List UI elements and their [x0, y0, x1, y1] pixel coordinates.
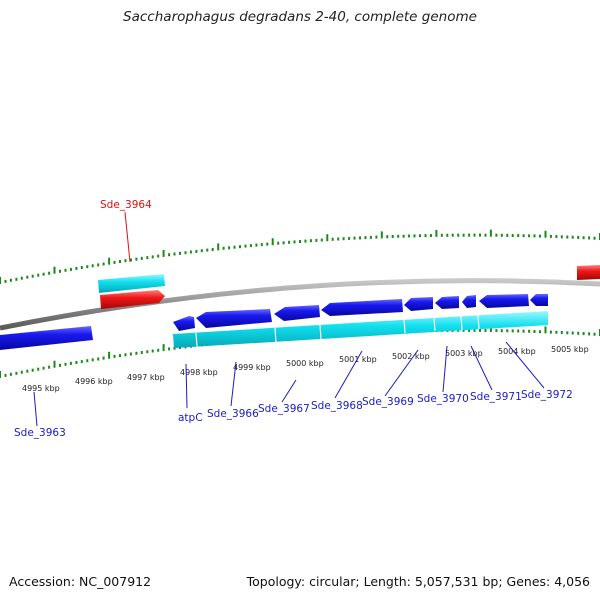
cds-sde-3969[interactable]	[404, 297, 433, 311]
kbp-label: 4999 kbp	[233, 363, 271, 372]
kbp-label: 5001 kbp	[339, 355, 377, 364]
cyan-strip-dividers	[195, 314, 480, 348]
kbp-label: 4995 kbp	[22, 384, 60, 393]
genome-backbone	[0, 278, 600, 331]
gene-label-sde-3970[interactable]: Sde_3970	[417, 393, 469, 405]
gene-label-sde-3968[interactable]: Sde_3968	[311, 400, 363, 412]
gene-label-sde-3969[interactable]: Sde_3969	[362, 396, 414, 408]
rrna-feature-right[interactable]	[577, 265, 600, 280]
kbp-label: 5004 kbp	[498, 347, 536, 356]
upper-tick-arc	[0, 229, 600, 284]
kbp-label: 4998 kbp	[180, 368, 218, 377]
kbp-label: 5002 kbp	[392, 352, 430, 361]
gene-label-sde-3972[interactable]: Sde_3972	[521, 389, 573, 401]
cds-cyan-sde-3964[interactable]	[98, 274, 165, 293]
gene-labels: Sde_3964 Sde_3963 atpC Sde_3966 Sde_3967…	[14, 199, 573, 439]
genome-title: Saccharophagus degradans 2-40, complete …	[123, 9, 477, 25]
kbp-label: 4996 kbp	[75, 377, 113, 386]
cds-sde-3971[interactable]	[462, 295, 476, 308]
rrna-feature-sde-3964[interactable]	[100, 290, 165, 309]
gene-label-sde-3967[interactable]: Sde_3967	[258, 403, 310, 415]
kbp-label: 4997 kbp	[127, 373, 165, 382]
gene-leader-lines	[33, 211, 545, 427]
accession-label: Accession: NC_007912	[9, 574, 152, 589]
cds-sde-3970[interactable]	[435, 296, 459, 309]
gene-label-atpc[interactable]: atpC	[178, 412, 203, 424]
cds-atpc[interactable]	[173, 316, 195, 331]
cds-right-end[interactable]	[530, 294, 548, 306]
gene-label-sde-3971[interactable]: Sde_3971	[470, 391, 522, 403]
cds-sde-3967[interactable]	[274, 305, 320, 321]
kbp-label: 5000 kbp	[286, 359, 324, 368]
gene-label-sde-3963[interactable]: Sde_3963	[14, 427, 66, 439]
kbp-scale-labels: 4995 kbp 4996 kbp 4997 kbp 4998 kbp 4999…	[22, 345, 589, 393]
topology-label: Topology: circular; Length: 5,057,531 bp…	[246, 574, 590, 589]
gene-label-sde-3966[interactable]: Sde_3966	[207, 408, 259, 420]
kbp-label: 5003 kbp	[445, 349, 483, 358]
cds-sde-3968[interactable]	[321, 299, 403, 316]
cds-sde-3963[interactable]	[0, 326, 93, 350]
kbp-label: 5005 kbp	[551, 345, 589, 354]
cds-cyan-strip[interactable]	[173, 311, 548, 348]
cds-sde-3972[interactable]	[479, 294, 529, 308]
gene-label-sde-3964[interactable]: Sde_3964	[100, 199, 152, 211]
cds-sde-3966[interactable]	[196, 309, 272, 328]
